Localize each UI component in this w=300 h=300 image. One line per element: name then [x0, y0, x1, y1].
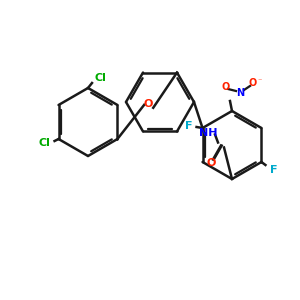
- Text: Cl: Cl: [39, 138, 50, 148]
- Text: ⁻: ⁻: [258, 76, 262, 85]
- Text: F: F: [270, 165, 277, 175]
- Text: O: O: [222, 82, 230, 92]
- Text: Cl: Cl: [94, 73, 106, 83]
- Text: O: O: [249, 78, 257, 88]
- Text: N: N: [236, 88, 244, 98]
- Text: F: F: [185, 121, 192, 131]
- Text: O: O: [143, 99, 153, 109]
- Text: NH: NH: [199, 128, 217, 137]
- Text: O: O: [206, 158, 216, 169]
